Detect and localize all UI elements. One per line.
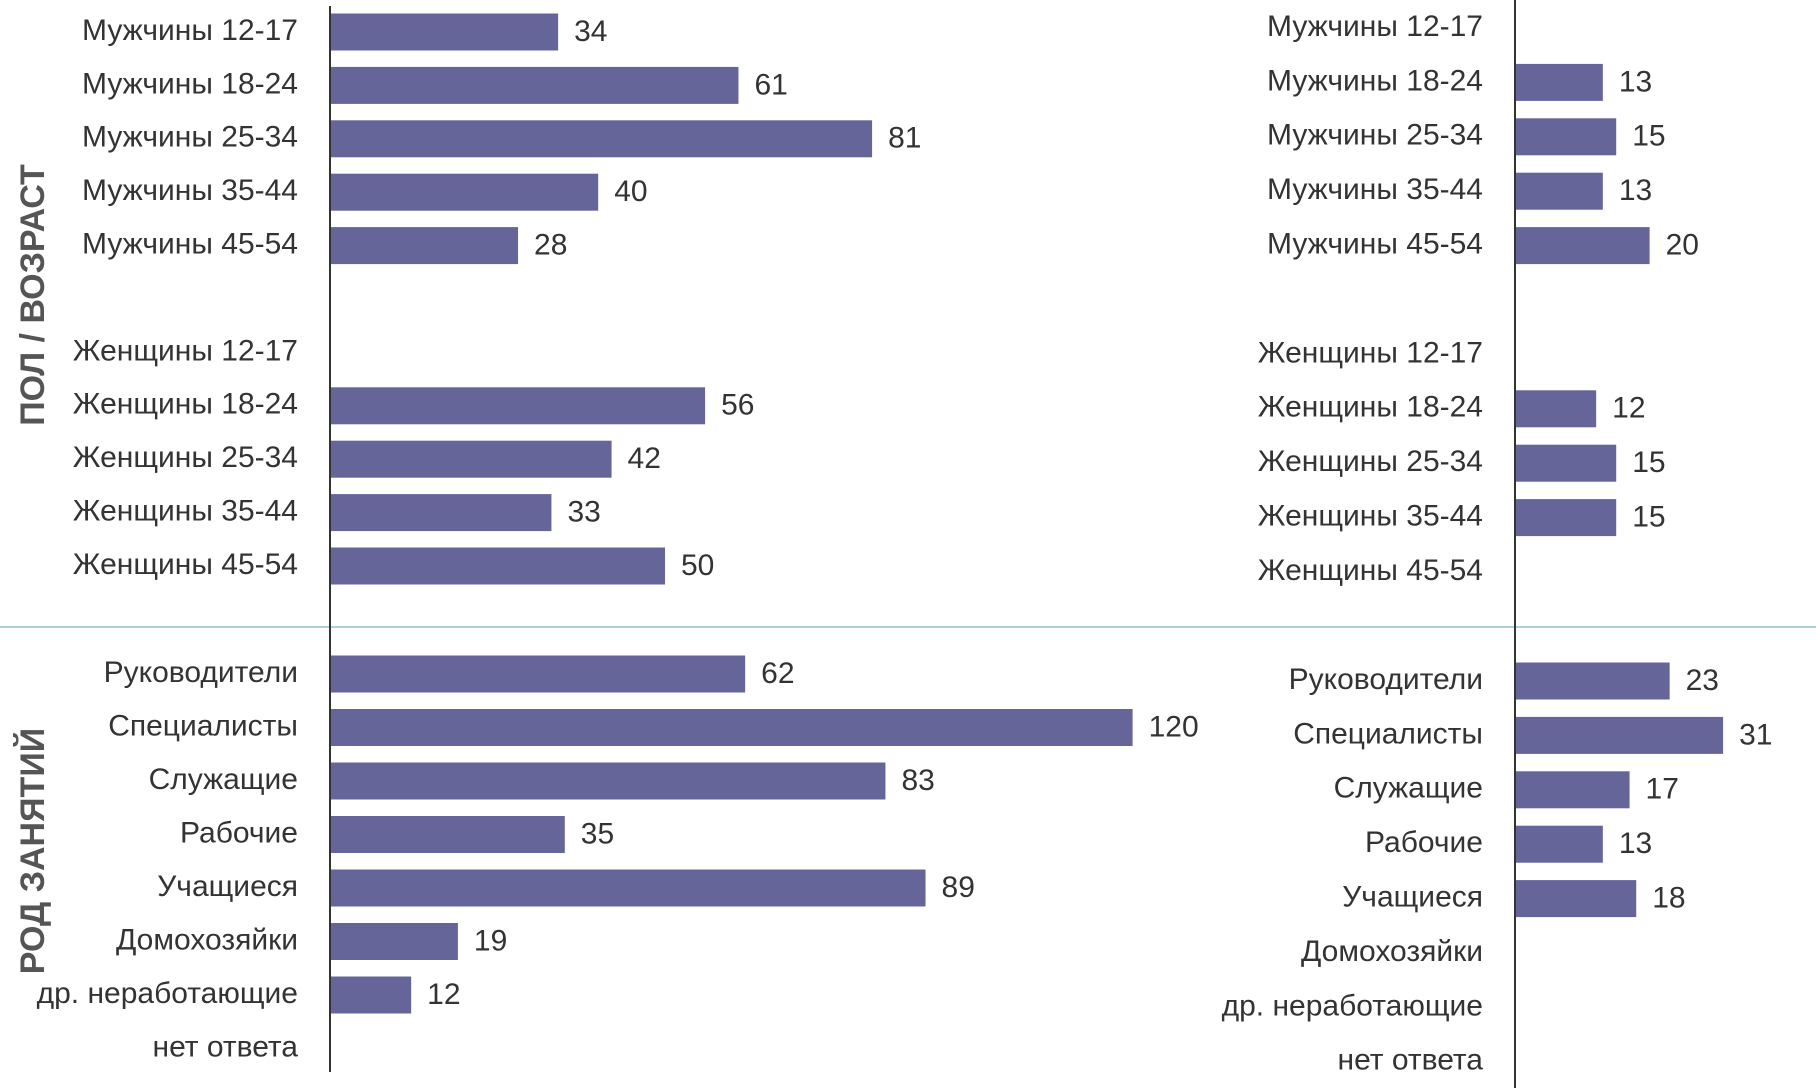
y-tick-label: др. неработающие bbox=[1222, 989, 1483, 1022]
y-tick-label: Домохозяйки bbox=[1301, 935, 1483, 968]
y-tick-label: нет ответа bbox=[1338, 1044, 1484, 1077]
y-tick-label: Мужчины 12-17 bbox=[82, 14, 298, 47]
value-label: 33 bbox=[567, 496, 600, 529]
y-tick-label: Служащие bbox=[149, 763, 298, 796]
value-label: 62 bbox=[761, 657, 794, 690]
value-label: 83 bbox=[901, 764, 934, 797]
bar bbox=[331, 66, 739, 104]
y-tick-label: Мужчины 12-17 bbox=[1267, 10, 1483, 43]
value-label: 13 bbox=[1619, 65, 1652, 98]
value-label: 13 bbox=[1619, 174, 1652, 207]
y-tick-label: Мужчины 35-44 bbox=[82, 174, 298, 207]
y-tick-label: Домохозяйки bbox=[116, 923, 298, 956]
value-label: 15 bbox=[1632, 501, 1665, 534]
bar bbox=[1516, 444, 1617, 482]
y-tick-label: Женщины 18-24 bbox=[73, 388, 298, 421]
bar bbox=[331, 923, 458, 960]
y-tick-label: Женщины 45-54 bbox=[1258, 554, 1483, 587]
bar bbox=[1516, 227, 1650, 265]
value-label: 120 bbox=[1149, 710, 1199, 743]
value-label: 17 bbox=[1646, 773, 1679, 806]
value-label: 50 bbox=[681, 549, 714, 582]
group-label: ПОЛ / ВОЗРАСТ bbox=[14, 164, 52, 426]
y-tick-label: Женщины 25-34 bbox=[1258, 445, 1483, 478]
bar bbox=[331, 173, 599, 211]
bar bbox=[331, 387, 706, 425]
y-tick-label: Женщины 35-44 bbox=[1258, 500, 1483, 533]
value-label: 13 bbox=[1619, 827, 1652, 860]
value-label: 42 bbox=[628, 442, 661, 475]
bar bbox=[1516, 118, 1617, 156]
value-label: 31 bbox=[1739, 718, 1772, 751]
bar bbox=[331, 13, 559, 51]
y-tick-label: Рабочие bbox=[1365, 826, 1483, 859]
value-label: 15 bbox=[1632, 446, 1665, 479]
y-tick-label: Мужчины 25-34 bbox=[82, 121, 298, 154]
bar bbox=[331, 494, 552, 532]
y-tick-label: Женщины 12-17 bbox=[1258, 336, 1483, 369]
bar bbox=[331, 762, 886, 800]
y-tick-label: Руководители bbox=[104, 656, 298, 689]
bar bbox=[1516, 63, 1603, 101]
bar bbox=[1516, 825, 1603, 863]
bar bbox=[1516, 390, 1597, 428]
group-label: РОД ЗАНЯТИЙ bbox=[13, 728, 52, 974]
value-label: 81 bbox=[888, 122, 921, 155]
value-label: 34 bbox=[574, 15, 607, 48]
y-tick-label: Служащие bbox=[1334, 772, 1483, 805]
y-tick-label: Учащиеся bbox=[1342, 881, 1483, 914]
bar bbox=[331, 869, 926, 907]
bar bbox=[1516, 771, 1630, 809]
y-tick-label: Специалисты bbox=[108, 709, 298, 742]
bar bbox=[1516, 662, 1670, 700]
y-tick-label: Мужчины 25-34 bbox=[1267, 119, 1483, 152]
y-tick-label: Рабочие bbox=[180, 816, 298, 849]
value-label: 28 bbox=[534, 229, 567, 262]
bar bbox=[1516, 880, 1637, 918]
y-tick-label: Женщины 45-54 bbox=[73, 548, 298, 581]
y-tick-label: Специалисты bbox=[1293, 717, 1483, 750]
bar bbox=[1516, 716, 1724, 754]
value-label: 56 bbox=[721, 389, 754, 422]
value-label: 19 bbox=[474, 924, 507, 957]
y-tick-label: Женщины 18-24 bbox=[1258, 391, 1483, 424]
value-label: 61 bbox=[754, 68, 787, 101]
y-tick-label: Мужчины 18-24 bbox=[82, 67, 298, 100]
bar bbox=[331, 976, 412, 1014]
bar bbox=[331, 440, 612, 478]
y-tick-label: нет ответа bbox=[153, 1030, 299, 1063]
y-tick-label: Учащиеся bbox=[157, 870, 298, 903]
bar bbox=[331, 120, 873, 158]
y-tick-label: Руководители bbox=[1289, 663, 1483, 696]
bar bbox=[331, 227, 519, 265]
y-tick-label: Мужчины 45-54 bbox=[82, 228, 298, 261]
y-tick-label: Женщины 25-34 bbox=[73, 441, 298, 474]
bar bbox=[331, 816, 565, 853]
value-label: 18 bbox=[1652, 882, 1685, 915]
bar bbox=[331, 547, 665, 585]
value-label: 40 bbox=[614, 175, 647, 208]
bar bbox=[331, 655, 746, 693]
y-tick-label: Женщины 12-17 bbox=[73, 334, 298, 367]
y-tick-label: Мужчины 18-24 bbox=[1267, 64, 1483, 97]
value-label: 12 bbox=[427, 978, 460, 1011]
y-tick-label: Женщины 35-44 bbox=[73, 495, 298, 528]
y-tick-label: Мужчины 45-54 bbox=[1267, 228, 1483, 261]
bar bbox=[331, 709, 1133, 746]
value-label: 20 bbox=[1666, 229, 1699, 262]
value-label: 15 bbox=[1632, 120, 1665, 153]
y-tick-label: Мужчины 35-44 bbox=[1267, 173, 1483, 206]
bar bbox=[1516, 172, 1603, 210]
value-label: 89 bbox=[942, 871, 975, 904]
y-tick-label: др. неработающие bbox=[37, 977, 298, 1010]
value-label: 35 bbox=[581, 817, 614, 850]
bar bbox=[1516, 499, 1617, 537]
value-label: 23 bbox=[1686, 664, 1719, 697]
value-label: 12 bbox=[1612, 392, 1645, 425]
